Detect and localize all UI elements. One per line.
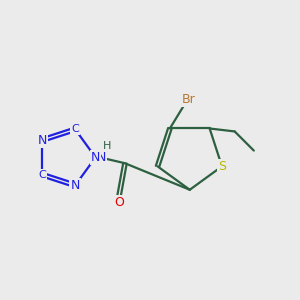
Text: N: N bbox=[91, 151, 100, 164]
Text: Br: Br bbox=[182, 93, 196, 106]
Text: N: N bbox=[70, 179, 80, 192]
Text: N: N bbox=[38, 134, 47, 147]
Text: O: O bbox=[114, 196, 124, 208]
Text: N: N bbox=[97, 151, 106, 164]
Text: C: C bbox=[71, 124, 79, 134]
Text: C: C bbox=[38, 170, 46, 180]
Text: H: H bbox=[103, 141, 112, 151]
Text: S: S bbox=[218, 160, 226, 173]
